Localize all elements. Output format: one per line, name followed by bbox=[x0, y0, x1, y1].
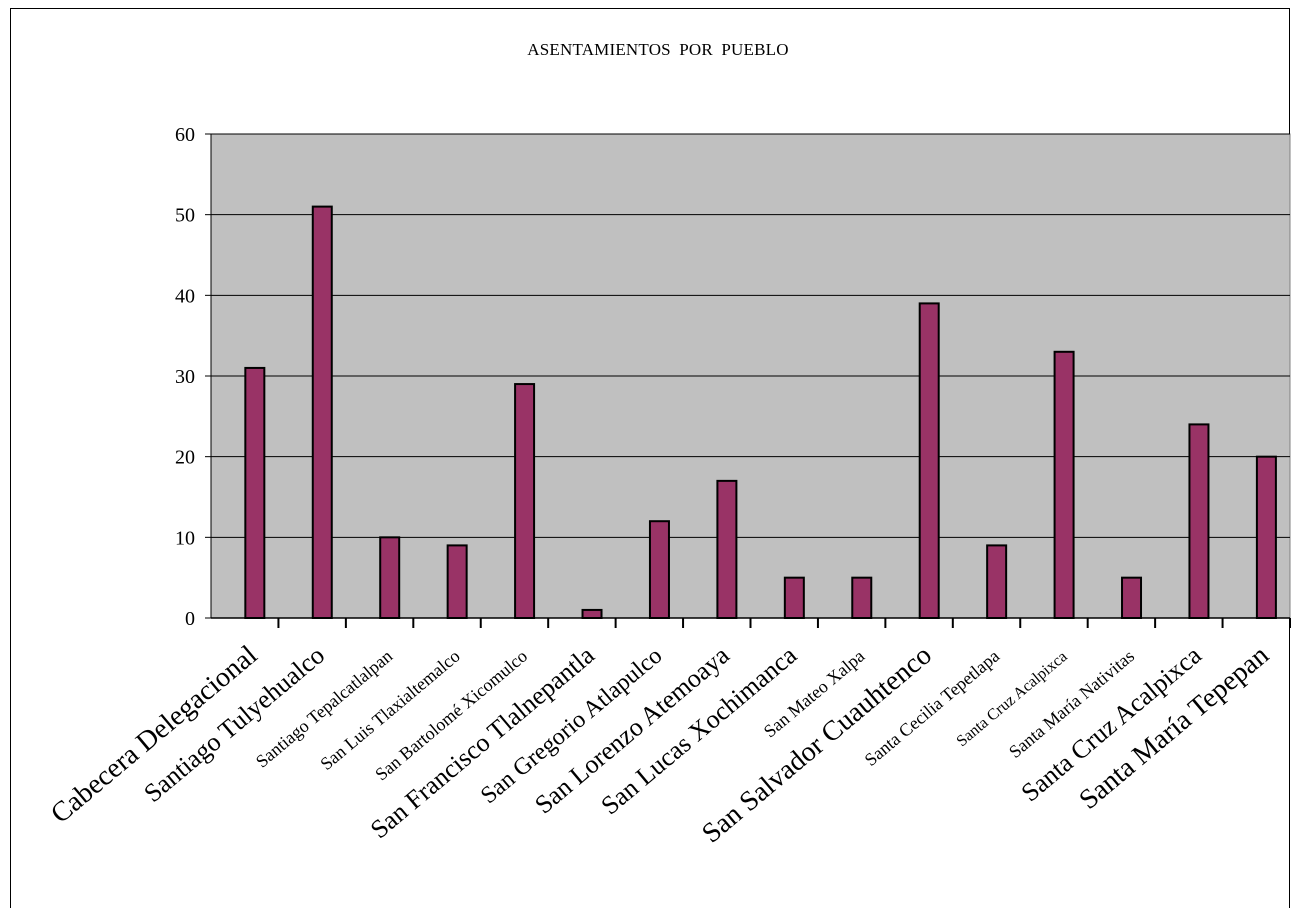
y-tick-label: 0 bbox=[185, 608, 195, 630]
bar bbox=[446, 544, 468, 620]
bar bbox=[514, 383, 536, 620]
y-tick-label: 30 bbox=[175, 366, 195, 388]
y-tick-label: 40 bbox=[175, 285, 195, 307]
bar bbox=[244, 366, 266, 619]
bar bbox=[851, 576, 873, 620]
bar bbox=[648, 520, 670, 620]
bar bbox=[716, 479, 738, 619]
y-tick-label: 60 bbox=[175, 124, 195, 146]
bar bbox=[581, 608, 603, 620]
bar bbox=[986, 544, 1008, 620]
bar bbox=[311, 205, 333, 619]
bar bbox=[1255, 455, 1277, 619]
bar bbox=[783, 576, 805, 620]
y-tick-label: 50 bbox=[175, 205, 195, 227]
y-tick-label: 10 bbox=[175, 527, 195, 549]
y-tick-label: 20 bbox=[175, 447, 195, 469]
bar bbox=[1188, 423, 1210, 619]
bar bbox=[1121, 576, 1143, 620]
bar bbox=[918, 302, 940, 619]
bar bbox=[1053, 350, 1075, 619]
chart-title: ASENTAMIENTOS POR PUEBLO bbox=[527, 40, 789, 59]
bar bbox=[379, 536, 401, 619]
